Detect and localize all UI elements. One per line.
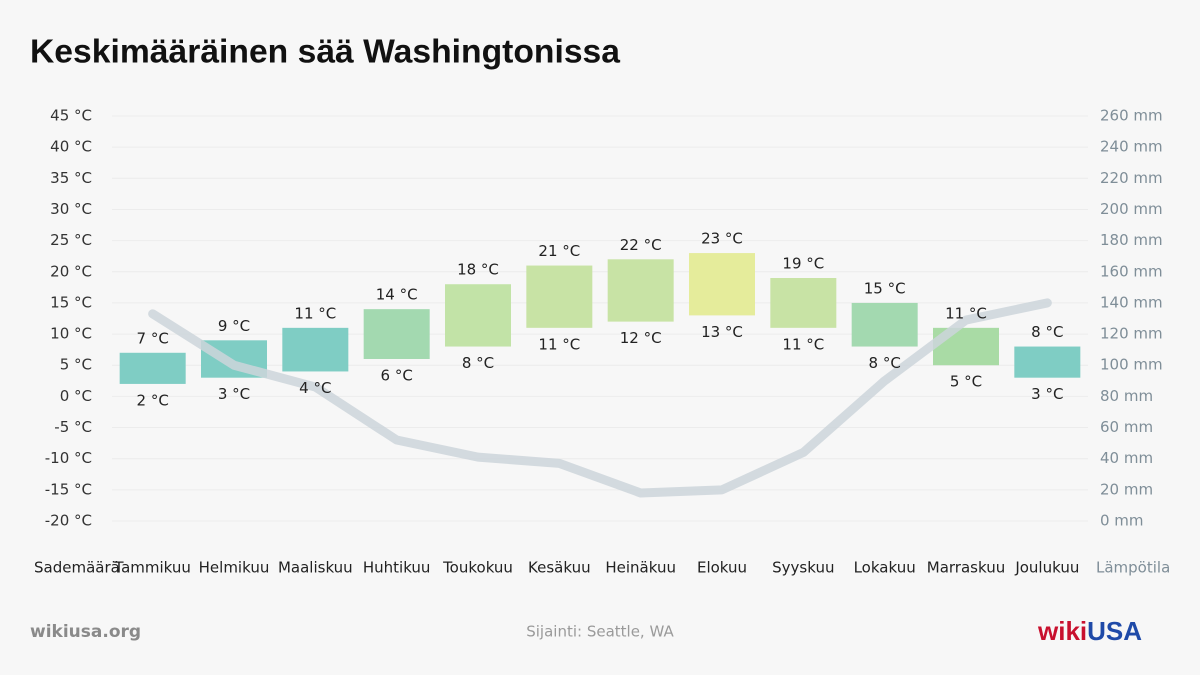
temperature-bar <box>1014 346 1081 378</box>
precipitation-line <box>148 298 1052 498</box>
x-tick-label: Lokakuu <box>854 559 916 577</box>
low-label: 11 °C <box>782 335 824 353</box>
temperature-bar <box>526 265 593 328</box>
low-label: 3 °C <box>218 385 250 403</box>
temperature-bar <box>607 259 674 322</box>
location: Sijainti: Seattle, WA <box>526 623 674 641</box>
high-label: 15 °C <box>864 279 906 297</box>
x-tick-label: Heinäkuu <box>605 559 676 577</box>
y2-tick-label: 260 mm <box>1100 107 1163 125</box>
x-tick-label: Marraskuu <box>927 559 1005 577</box>
x-tick-label: Huhtikuu <box>363 559 431 577</box>
y-tick-label: 25 °C <box>50 231 92 249</box>
temperature-bar <box>770 278 837 328</box>
y-tick-label: 0 °C <box>60 387 92 405</box>
low-label: 2 °C <box>137 391 169 409</box>
y-tick-label: -10 °C <box>45 449 92 467</box>
y2-tick-label: 240 mm <box>1100 138 1163 156</box>
y-tick-label: -15 °C <box>45 480 92 498</box>
y2-tick-label: 200 mm <box>1100 200 1163 218</box>
temperature-label: Lämpötila <box>1096 559 1170 577</box>
y2-tick-label: 80 mm <box>1100 387 1153 405</box>
temperature-bar <box>363 309 430 359</box>
y2-tick-label: 140 mm <box>1100 293 1163 311</box>
high-label: 18 °C <box>457 261 499 279</box>
y-tick-label: -5 °C <box>54 418 92 436</box>
y2-tick-label: 60 mm <box>1100 418 1153 436</box>
logo: wikiUSA <box>1037 616 1142 646</box>
y-tick-label: 35 °C <box>50 169 92 187</box>
temperature-bar <box>689 253 755 316</box>
high-label: 11 °C <box>294 304 336 322</box>
y-tick-label: 30 °C <box>50 200 92 218</box>
y-tick-label: 15 °C <box>50 293 92 311</box>
low-label: 5 °C <box>950 373 982 391</box>
low-label: 12 °C <box>620 329 662 347</box>
y-tick-label: 10 °C <box>50 325 92 343</box>
high-label: 9 °C <box>218 317 250 335</box>
x-tick-label: Syyskuu <box>772 559 834 577</box>
y2-tick-label: 160 mm <box>1100 262 1163 280</box>
x-tick-label: Joulukuu <box>1014 559 1079 577</box>
high-label: 14 °C <box>376 286 418 304</box>
temperature-bar <box>445 284 511 347</box>
high-label: 22 °C <box>620 236 662 254</box>
y2-tick-label: 0 mm <box>1100 512 1144 530</box>
x-tick-label: Helmikuu <box>199 559 270 577</box>
x-tick-label: Toukokuu <box>442 559 513 577</box>
y-tick-label: 20 °C <box>50 262 92 280</box>
y2-tick-label: 20 mm <box>1100 480 1153 498</box>
high-label: 8 °C <box>1031 323 1063 341</box>
x-tick-label: Tammikuu <box>113 559 191 577</box>
logo-part: wiki <box>1037 616 1087 646</box>
y-tick-label: -20 °C <box>45 512 92 530</box>
high-label: 11 °C <box>945 304 987 322</box>
logo-part: USA <box>1087 616 1142 646</box>
low-label: 8 °C <box>869 354 901 372</box>
temperature-bar <box>282 327 349 372</box>
y2-tick-label: 220 mm <box>1100 169 1163 187</box>
low-label: 3 °C <box>1031 385 1063 403</box>
x-tick-label: Kesäkuu <box>528 559 591 577</box>
y2-tick-label: 180 mm <box>1100 231 1163 249</box>
high-label: 23 °C <box>701 230 743 248</box>
chart-title: Keskimääräinen sää Washingtonissa <box>30 33 621 70</box>
precipitation-label: Sademäärä <box>34 559 120 577</box>
low-label: 4 °C <box>299 379 331 397</box>
temperature-bar <box>851 302 918 347</box>
x-tick-label: Maaliskuu <box>278 559 353 577</box>
low-label: 11 °C <box>538 335 580 353</box>
low-label: 13 °C <box>701 323 743 341</box>
high-label: 21 °C <box>538 242 580 260</box>
temperature-bar <box>119 352 186 384</box>
source: wikiusa.org <box>30 622 141 642</box>
y2-tick-label: 120 mm <box>1100 325 1163 343</box>
low-label: 8 °C <box>462 354 494 372</box>
x-tick-label: Elokuu <box>697 559 747 577</box>
y2-tick-label: 40 mm <box>1100 449 1153 467</box>
y-tick-label: 5 °C <box>60 356 92 374</box>
high-label: 7 °C <box>137 329 169 347</box>
y-tick-label: 40 °C <box>50 138 92 156</box>
low-label: 6 °C <box>381 367 413 385</box>
y-tick-label: 45 °C <box>50 107 92 125</box>
y2-tick-label: 100 mm <box>1100 356 1163 374</box>
high-label: 19 °C <box>782 255 824 273</box>
